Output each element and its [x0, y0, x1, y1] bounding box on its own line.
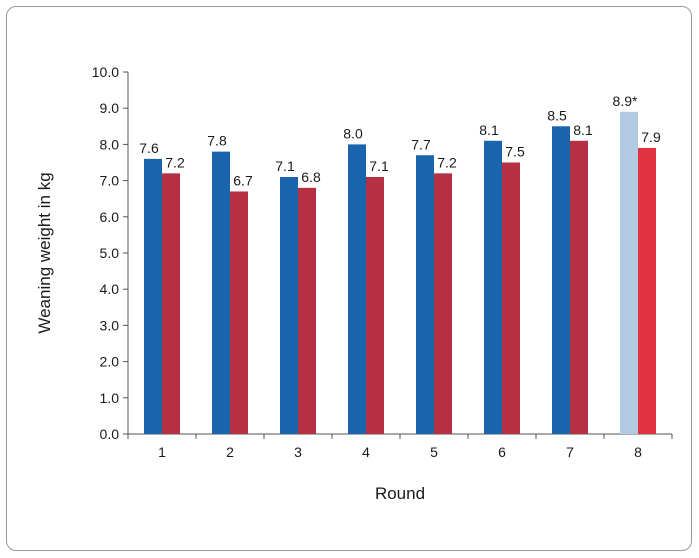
x-tick-label: 8	[634, 444, 642, 460]
bar-series-2	[502, 162, 520, 434]
data-label-series-1: 7.6	[139, 140, 159, 156]
bar-series-2	[298, 187, 316, 434]
data-label-series-2: 6.7	[233, 172, 253, 188]
chart-frame	[6, 6, 692, 551]
y-tick-label: 1.0	[100, 390, 120, 406]
bar-series-2	[366, 176, 384, 435]
y-tick-label: 5.0	[100, 245, 120, 261]
x-tick-label: 5	[430, 444, 438, 460]
x-tick-label: 1	[158, 444, 166, 460]
data-labels: 7.6 7.2 7.8 6.7 7.1 6.8 8.0 7.1 7.7 7.2 8.1 7.5 8.5 8…	[139, 93, 661, 189]
data-label-series-1: 7.8	[207, 133, 227, 149]
bar-series-2	[434, 173, 452, 435]
y-tick-label: 2.0	[100, 354, 120, 370]
x-ticks: 1 2 3 4 5 6 7 8	[127, 434, 673, 460]
y-ticks: 0.0 1.0 2.0 3.0 4.0 5.0 6.0 7.0 8.0 9.0 10.0	[92, 64, 128, 442]
data-label-series-1: 8.0	[343, 125, 363, 141]
data-label-series-1: 7.1	[275, 158, 295, 174]
data-label-series-1: 7.7	[411, 136, 431, 152]
data-label-series-1: 8.5	[547, 107, 567, 123]
bar-series-1	[416, 155, 434, 434]
bar-series-1	[552, 126, 570, 435]
y-tick-label: 7.0	[100, 173, 120, 189]
data-label-series-1: 8.1	[479, 122, 499, 138]
data-label-series-2: 7.1	[369, 158, 389, 174]
bar-series-1	[348, 144, 366, 434]
y-tick-label: 8.0	[100, 136, 120, 152]
x-tick-label: 4	[362, 444, 370, 460]
bar-series-2	[230, 191, 248, 434]
y-tick-label: 9.0	[100, 100, 120, 116]
bar-series-1	[144, 158, 162, 434]
bar-series-2	[162, 173, 180, 435]
x-tick-label: 3	[294, 444, 302, 460]
bar-series-2	[638, 148, 656, 434]
data-label-series-2: 8.1	[573, 122, 593, 138]
bar-series-1	[620, 111, 638, 434]
y-tick-label: 10.0	[92, 64, 119, 80]
x-tick-label: 6	[498, 444, 506, 460]
bars	[144, 111, 656, 435]
y-tick-label: 4.0	[100, 281, 120, 297]
y-tick-label: 3.0	[100, 317, 120, 333]
data-label-series-1: 8.9*	[613, 93, 638, 109]
y-tick-label: 6.0	[100, 209, 120, 225]
x-tick-label: 2	[226, 444, 234, 460]
bar-series-1	[280, 176, 298, 435]
bar-series-1	[212, 151, 230, 434]
data-label-series-2: 7.2	[437, 154, 457, 170]
x-tick-label: 7	[566, 444, 574, 460]
bar-series-2	[570, 140, 588, 434]
data-label-series-2: 7.9	[641, 129, 661, 145]
data-label-series-2: 6.8	[301, 169, 321, 185]
x-axis-title: Round	[375, 484, 425, 503]
data-label-series-2: 7.2	[165, 154, 185, 170]
y-axis-title: Weaning weight in kg	[35, 172, 54, 333]
bar-series-1	[484, 140, 502, 434]
data-label-series-2: 7.5	[505, 144, 525, 160]
y-tick-label: 0.0	[100, 426, 120, 442]
